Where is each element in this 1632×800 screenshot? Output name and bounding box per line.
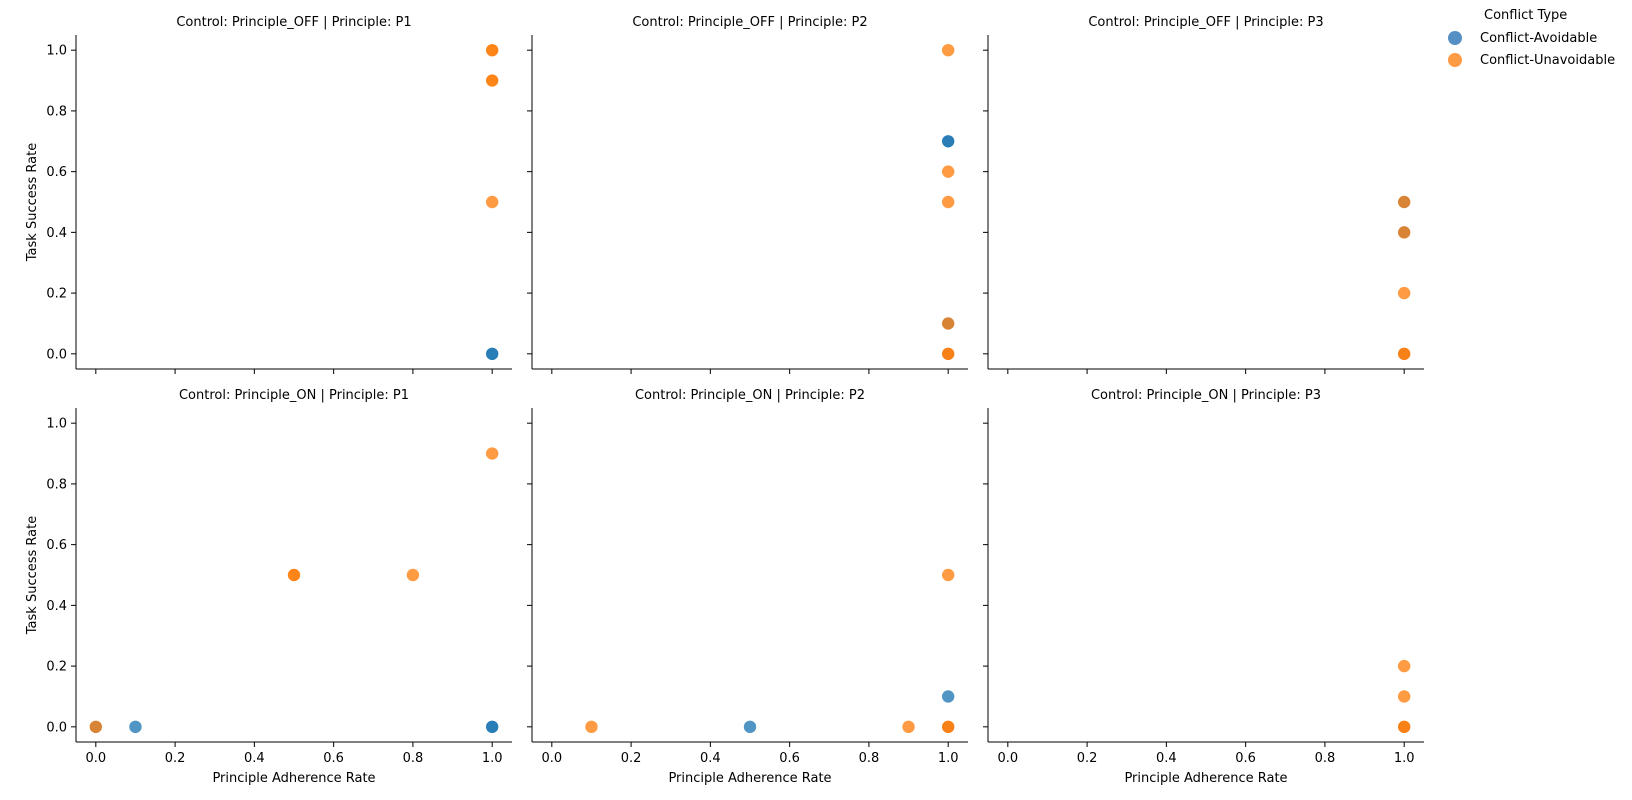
panel-1-point-conflict-avoidable [485, 347, 499, 361]
panel-4-point-conflict-unavoidable [485, 446, 499, 461]
panel-4-x-tick-label: 0.2 [165, 751, 186, 766]
panel-1-title: Control: Principle_OFF | Principle: P1 [176, 15, 411, 30]
panel-6-point-conflict-unavoidable [1397, 659, 1411, 673]
panel-6-x-tick-label: 0.4 [1156, 751, 1177, 766]
panel-2-point-conflict-unavoidable [941, 316, 955, 331]
panel-5-point-conflict-unavoidable [941, 568, 955, 582]
panel-2-point-conflict-unavoidable [941, 164, 955, 179]
legend-entry-avoidable: Conflict-Avoidable [1440, 27, 1615, 49]
legend-swatch-unavoidable [1448, 53, 1462, 67]
panel-5-point-conflict-avoidable [743, 720, 757, 734]
panel-2-title: Control: Principle_OFF | Principle: P2 [632, 15, 867, 30]
panel-5-x-tick-label: 0.2 [621, 751, 642, 766]
panel-5-x-tick-label: 0.8 [859, 751, 880, 766]
panel-2-point-conflict-unavoidable [941, 43, 955, 57]
panel-2-point-conflict-unavoidable [941, 195, 955, 209]
panel-4-x-tick-label: 0.4 [244, 751, 265, 766]
panel-4-point-conflict-unavoidable [406, 568, 420, 582]
panel-6-point-conflict-unavoidable [1397, 689, 1411, 704]
panel-4-x-tick-label: 0.8 [403, 751, 424, 766]
panel-5-x-tick-label: 0.4 [700, 751, 721, 766]
panel-4-x-axis-label: Principle Adherence Rate [212, 771, 375, 786]
panel-6-x-tick-label: 0.0 [997, 751, 1018, 766]
panel-4-point-conflict-avoidable [128, 720, 143, 734]
panel-5-point-conflict-unavoidable [584, 720, 599, 734]
panel-5-x-tick-label: 0.0 [541, 751, 562, 766]
panel-4-point-conflict-avoidable [485, 720, 499, 734]
panel-2-point-conflict-avoidable [941, 134, 955, 149]
legend-label-avoidable: Conflict-Avoidable [1480, 30, 1598, 46]
panel-5-x-tick-label: 0.6 [779, 751, 800, 766]
panel-4-y-tick-label: 0.8 [46, 477, 67, 492]
panel-3-point-conflict-unavoidable [1397, 347, 1411, 361]
panel-5-point-conflict-unavoidable [941, 720, 955, 734]
panel-6-x-tick-label: 0.6 [1235, 751, 1256, 766]
panel-6-x-axis-label: Principle Adherence Rate [1124, 771, 1287, 786]
panel-1-y-tick-label: 0.4 [46, 226, 67, 241]
panel-4-y-tick-label: 0.2 [46, 660, 67, 675]
legend-title: Conflict Type [1484, 8, 1568, 23]
panel-1-point-conflict-unavoidable [485, 195, 499, 209]
panel-4-y-tick-label: 1.0 [46, 417, 67, 432]
panel-2-point-conflict-unavoidable [941, 347, 955, 361]
panel-3-point-conflict-unavoidable [1397, 195, 1411, 209]
panel-1-y-tick-label: 1.0 [46, 44, 67, 59]
panel-1-point-conflict-unavoidable [485, 73, 499, 88]
legend: Conflict Type Conflict-Avoidable Conflic… [1440, 8, 1615, 71]
panel-5-point-conflict-unavoidable [901, 720, 916, 734]
panel-1-y-tick-label: 0.2 [46, 287, 67, 302]
panel-4-y-tick-label: 0.6 [46, 538, 67, 553]
panel-4-x-tick-label: 0.0 [85, 751, 106, 766]
panel-5-x-axis-label: Principle Adherence Rate [668, 771, 831, 786]
panel-6-x-tick-label: 0.2 [1077, 751, 1098, 766]
panel-3-title: Control: Principle_OFF | Principle: P3 [1088, 15, 1323, 30]
panel-6-point-conflict-unavoidable [1397, 720, 1411, 734]
legend-entry-unavoidable: Conflict-Unavoidable [1440, 49, 1615, 71]
panel-4-point-conflict-unavoidable [287, 568, 301, 582]
panel-3-point-conflict-unavoidable [1397, 225, 1411, 240]
panel-6-x-tick-label: 0.8 [1315, 751, 1336, 766]
panel-3-point-conflict-unavoidable [1397, 286, 1411, 300]
panel-1-y-tick-label: 0.8 [46, 104, 67, 119]
panel-4-x-tick-label: 0.6 [323, 751, 344, 766]
panel-6-title: Control: Principle_ON | Principle: P3 [1091, 388, 1321, 403]
panel-5-x-tick-label: 1.0 [938, 751, 959, 766]
panel-4-point-conflict-unavoidable [89, 720, 103, 734]
panel-4-title: Control: Principle_ON | Principle: P1 [179, 388, 409, 403]
panel-6-x-tick-label: 1.0 [1394, 751, 1415, 766]
panel-1-y-tick-label: 0.0 [46, 347, 67, 362]
legend-label-unavoidable: Conflict-Unavoidable [1480, 52, 1616, 68]
legend-swatch-avoidable [1448, 31, 1462, 45]
panel-4-x-tick-label: 1.0 [482, 751, 503, 766]
panel-1-y-axis-label: Task Success Rate [25, 143, 40, 262]
panel-5-point-conflict-avoidable [941, 689, 955, 704]
panel-5-title: Control: Principle_ON | Principle: P2 [635, 388, 865, 403]
panel-1-y-tick-label: 0.6 [46, 165, 67, 180]
panel-1-point-conflict-unavoidable [485, 43, 499, 57]
panel-4-y-tick-label: 0.0 [46, 720, 67, 735]
panel-4-y-axis-label: Task Success Rate [25, 516, 40, 635]
panel-4-y-tick-label: 0.4 [46, 599, 67, 614]
